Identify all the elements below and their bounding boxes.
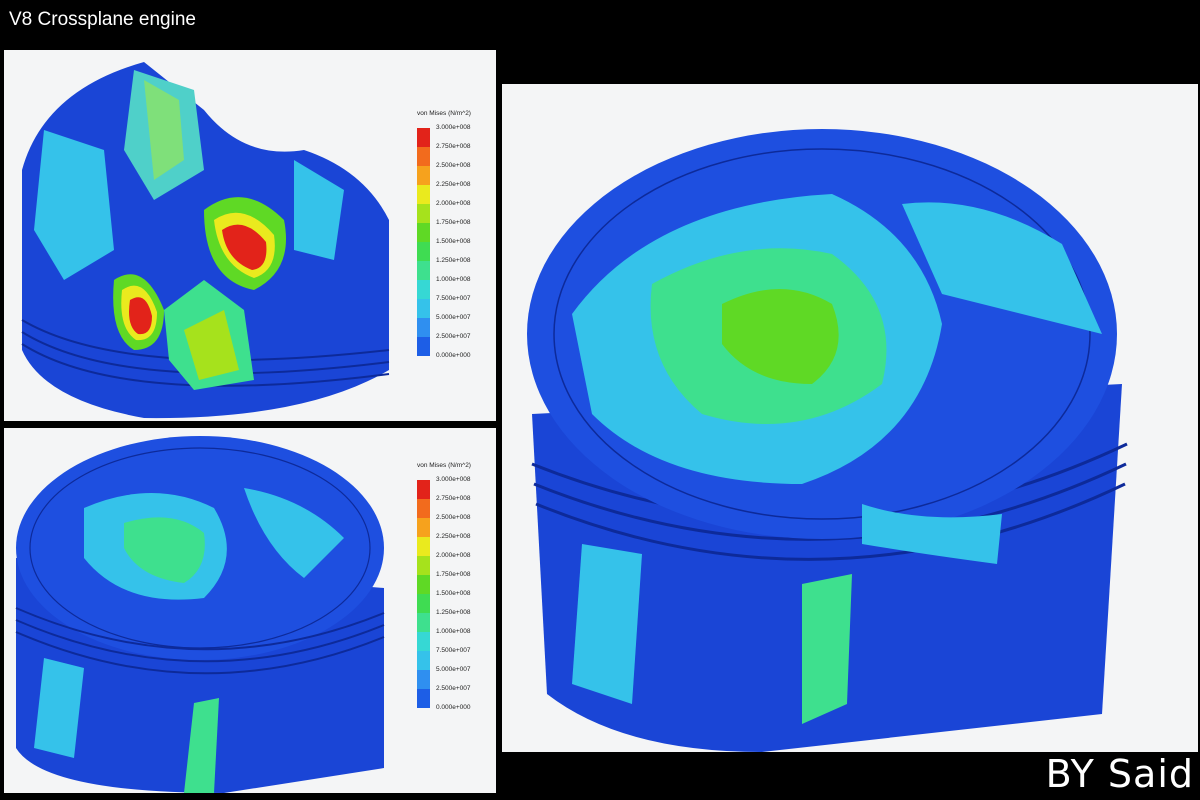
legend-label: 1.500e+008 (436, 238, 471, 245)
legend-label: 2.000e+008 (436, 552, 471, 559)
legend-label: 0.000e+000 (436, 352, 471, 359)
legend-swatch (417, 299, 430, 318)
legend-label: 7.500e+007 (436, 295, 471, 302)
legend-swatch (417, 670, 430, 689)
legend-label: 2.250e+008 (436, 533, 471, 540)
legend-swatch (417, 499, 430, 518)
legend-swatch (417, 318, 430, 337)
author-credit: BY Said (1045, 752, 1194, 796)
legend-title: von Mises (N/m^2) (417, 110, 471, 117)
legend-swatch (417, 337, 430, 356)
legend-swatch (417, 537, 430, 556)
legend-swatch (417, 651, 430, 670)
legend-swatch (417, 128, 430, 147)
fea-view-underside: von Mises (N/m^2) 3.000e+008 2.750e+008 2.… (4, 50, 496, 421)
legend-label: 2.750e+008 (436, 143, 471, 150)
legend-label: 2.750e+008 (436, 495, 471, 502)
legend-label: 5.000e+007 (436, 314, 471, 321)
legend-swatch (417, 556, 430, 575)
legend-label: 3.000e+008 (436, 476, 471, 483)
legend-label: 2.000e+008 (436, 200, 471, 207)
video-title: V8 Crossplane engine (9, 9, 196, 30)
legend-swatch (417, 185, 430, 204)
piston-crown-small-render (15, 436, 385, 793)
legend-swatch (417, 166, 430, 185)
legend-swatch (417, 594, 430, 613)
legend-swatch (417, 480, 430, 499)
legend-label: 1.750e+008 (436, 219, 471, 226)
legend-label: 2.500e+007 (436, 685, 471, 692)
legend-label: 1.500e+008 (436, 590, 471, 597)
legend-swatch (417, 632, 430, 651)
legend-swatch (417, 518, 430, 537)
legend-label: 0.000e+000 (436, 704, 471, 711)
legend-swatch (417, 242, 430, 261)
fea-view-crown-small: von Mises (N/m^2) 3.000e+008 2.750e+008 2.… (4, 428, 496, 793)
legend-swatch (417, 575, 430, 594)
legend-label: 1.750e+008 (436, 571, 471, 578)
legend-label: 2.500e+008 (436, 514, 471, 521)
legend-label: 1.000e+008 (436, 628, 471, 635)
piston-underside-render (21, 62, 390, 419)
legend-label: 2.250e+008 (436, 181, 471, 188)
legend-label: 5.000e+007 (436, 666, 471, 673)
legend-swatch (417, 689, 430, 708)
piston-crown-large-render (527, 129, 1128, 752)
legend-label: 1.250e+008 (436, 257, 471, 264)
legend-label: 7.500e+007 (436, 647, 471, 654)
legend-swatch (417, 223, 430, 242)
legend-swatch (417, 147, 430, 166)
legend-swatch (417, 280, 430, 299)
legend-label: 2.500e+007 (436, 333, 471, 340)
stress-legend-2: von Mises (N/m^2) 3.000e+008 2.750e+008 2.… (417, 462, 492, 722)
legend-title: von Mises (N/m^2) (417, 462, 471, 469)
legend-label: 1.250e+008 (436, 609, 471, 616)
legend-label: 2.500e+008 (436, 162, 471, 169)
legend-swatch (417, 261, 430, 280)
legend-swatch (417, 613, 430, 632)
legend-label: 3.000e+008 (436, 124, 471, 131)
legend-label: 1.000e+008 (436, 276, 471, 283)
stress-legend-1: von Mises (N/m^2) 3.000e+008 2.750e+008 2.… (417, 110, 492, 370)
fea-view-crown-large (502, 84, 1198, 752)
legend-swatch (417, 204, 430, 223)
